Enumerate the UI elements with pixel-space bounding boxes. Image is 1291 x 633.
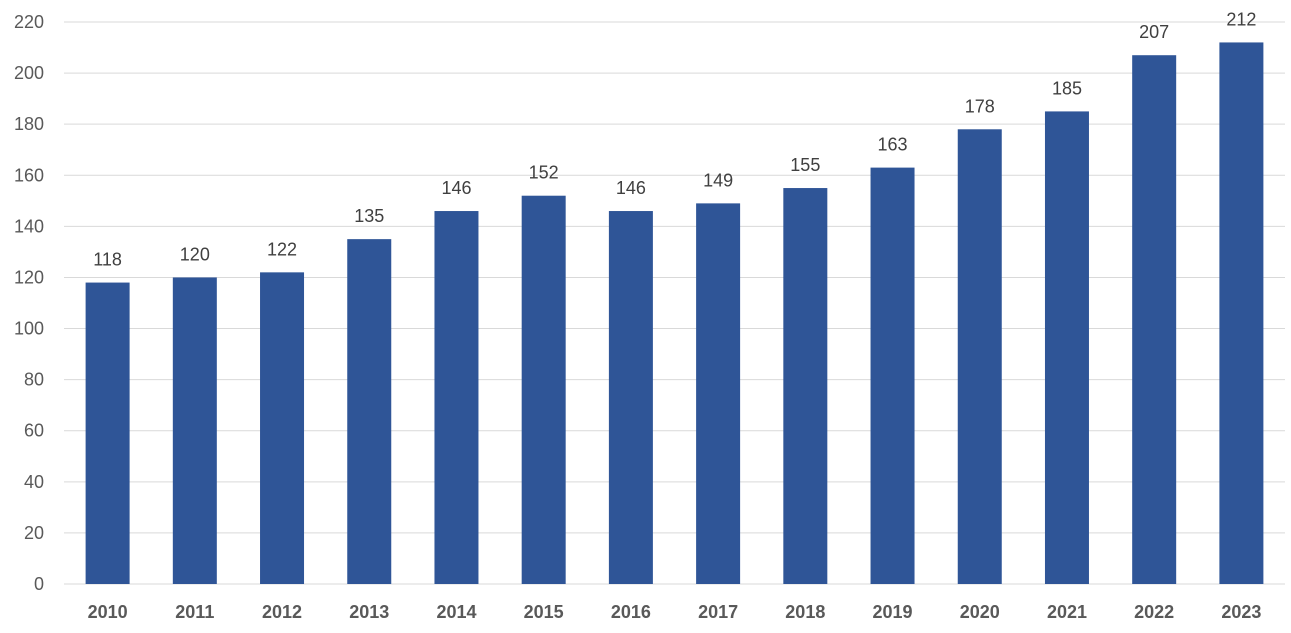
bar bbox=[696, 203, 741, 584]
x-tick-label: 2021 bbox=[1047, 602, 1087, 622]
bar bbox=[260, 272, 305, 584]
x-tick-label: 2020 bbox=[960, 602, 1000, 622]
data-label: 152 bbox=[529, 163, 559, 183]
bar bbox=[172, 277, 217, 584]
x-tick-label: 2017 bbox=[698, 602, 738, 622]
y-tick-label: 140 bbox=[14, 216, 44, 236]
bar bbox=[521, 195, 566, 584]
bar bbox=[434, 211, 479, 584]
x-tick-label: 2016 bbox=[611, 602, 651, 622]
data-label: 135 bbox=[354, 206, 384, 226]
x-tick-label: 2013 bbox=[349, 602, 389, 622]
y-tick-label: 80 bbox=[24, 370, 44, 390]
x-tick-label: 2012 bbox=[262, 602, 302, 622]
data-labels: 118 120 122 135 146 152 146 149 155 163 178 185 207 2… bbox=[93, 9, 1256, 269]
y-tick-label: 160 bbox=[14, 165, 44, 185]
y-tick-label: 60 bbox=[24, 421, 44, 441]
gridlines bbox=[64, 21, 1285, 585]
x-tick-label: 2018 bbox=[785, 602, 825, 622]
data-label: 178 bbox=[965, 96, 995, 116]
data-label: 149 bbox=[703, 170, 733, 190]
data-label: 207 bbox=[1139, 22, 1169, 42]
y-tick-label: 0 bbox=[34, 574, 44, 594]
x-tick-label: 2014 bbox=[436, 602, 476, 622]
x-axis-ticks: 2010 2011 2012 2013 2014 2015 2016 2017 2018 2019… bbox=[88, 602, 1262, 622]
data-label: 163 bbox=[878, 135, 908, 155]
bar bbox=[1219, 42, 1264, 585]
bar bbox=[783, 188, 828, 584]
bar bbox=[1044, 111, 1089, 584]
y-axis-ticks: 0 20 40 60 80 100 120 140 160 180 200 220 bbox=[14, 12, 44, 594]
data-label: 122 bbox=[267, 239, 297, 259]
x-tick-label: 2022 bbox=[1134, 602, 1174, 622]
data-label: 120 bbox=[180, 244, 210, 264]
data-label: 185 bbox=[1052, 78, 1082, 98]
y-tick-label: 100 bbox=[14, 319, 44, 339]
x-tick-label: 2019 bbox=[873, 602, 913, 622]
data-label: 146 bbox=[441, 178, 471, 198]
x-tick-label: 2015 bbox=[524, 602, 564, 622]
data-label: 118 bbox=[93, 250, 122, 270]
bars bbox=[85, 42, 1264, 585]
y-tick-label: 180 bbox=[14, 114, 44, 134]
y-tick-label: 40 bbox=[24, 472, 44, 492]
y-tick-label: 120 bbox=[14, 267, 44, 287]
bar bbox=[347, 239, 392, 585]
data-label: 212 bbox=[1226, 9, 1256, 29]
y-tick-label: 200 bbox=[14, 63, 44, 83]
bar bbox=[870, 167, 915, 585]
y-tick-label: 220 bbox=[14, 12, 44, 32]
data-label: 155 bbox=[790, 155, 820, 175]
bar bbox=[608, 211, 653, 584]
data-label: 146 bbox=[616, 178, 646, 198]
x-tick-label: 2023 bbox=[1221, 602, 1261, 622]
bar bbox=[1132, 55, 1177, 584]
x-tick-label: 2010 bbox=[88, 602, 128, 622]
bar bbox=[85, 282, 130, 584]
y-tick-label: 20 bbox=[24, 523, 44, 543]
bar bbox=[957, 129, 1002, 585]
x-tick-label: 2011 bbox=[175, 602, 214, 622]
